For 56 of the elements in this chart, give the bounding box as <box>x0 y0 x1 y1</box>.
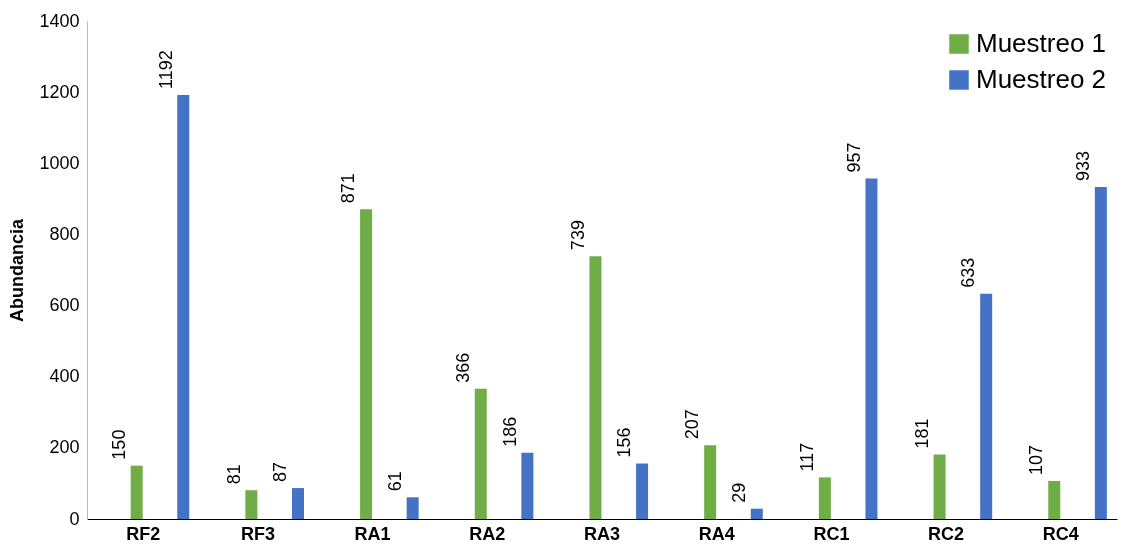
data-label: 1192 <box>155 50 176 89</box>
y-tick-label: 200 <box>49 437 80 458</box>
data-label: 957 <box>843 142 864 173</box>
x-tick-label: RF2 <box>126 523 161 544</box>
bar <box>406 497 419 519</box>
bar <box>474 388 487 519</box>
legend-label: Muestreo 2 <box>976 64 1107 94</box>
bar <box>360 209 373 519</box>
y-tick-label: 1400 <box>39 10 80 31</box>
data-label: 633 <box>958 257 979 288</box>
data-label: 156 <box>614 427 635 458</box>
data-label: 150 <box>108 429 129 460</box>
data-label: 29 <box>729 482 749 503</box>
data-label: 739 <box>567 220 588 251</box>
bar <box>1094 187 1107 519</box>
y-tick-label: 1000 <box>39 152 80 173</box>
bar <box>933 454 946 519</box>
bar <box>818 477 831 519</box>
bar <box>130 465 143 519</box>
bar <box>1048 480 1061 519</box>
data-label: 107 <box>1026 444 1047 475</box>
y-tick-label: 400 <box>49 366 80 387</box>
data-label: 81 <box>223 464 244 485</box>
bar <box>750 508 763 519</box>
data-label: 181 <box>911 418 932 449</box>
data-label: 207 <box>682 409 703 440</box>
data-label: 871 <box>338 173 359 204</box>
x-tick-label: RA3 <box>583 523 621 544</box>
data-label: 186 <box>499 416 520 447</box>
x-tick-label: RA4 <box>698 523 735 544</box>
y-axis-title: Abundancia <box>7 218 28 323</box>
bar <box>636 463 649 519</box>
x-tick-label: RA2 <box>469 523 506 544</box>
y-tick-label: 600 <box>49 295 80 316</box>
data-label: 61 <box>384 471 405 492</box>
bar <box>589 256 602 519</box>
y-tick-label: 800 <box>49 223 80 244</box>
x-tick-label: RF3 <box>240 523 275 544</box>
bar <box>704 445 717 519</box>
data-label: 933 <box>1073 151 1094 182</box>
x-tick-label: RC1 <box>813 523 850 544</box>
x-tick-label: RC2 <box>928 523 965 544</box>
data-label: 117 <box>797 442 818 472</box>
bar <box>980 293 993 519</box>
bar <box>245 490 258 519</box>
data-label: 87 <box>270 462 291 483</box>
x-tick-label: RC4 <box>1042 523 1079 544</box>
y-tick-label: 1200 <box>39 81 80 102</box>
bar <box>521 452 534 519</box>
bar <box>291 488 304 519</box>
data-label: 366 <box>453 352 473 383</box>
legend-label: Muestreo 1 <box>976 28 1107 58</box>
x-tick-label: RA1 <box>354 523 391 544</box>
bar <box>177 94 190 519</box>
bar <box>865 178 878 519</box>
y-tick-label: 0 <box>69 508 80 529</box>
